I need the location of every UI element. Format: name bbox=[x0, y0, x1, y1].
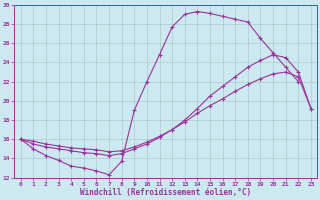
X-axis label: Windchill (Refroidissement éolien,°C): Windchill (Refroidissement éolien,°C) bbox=[80, 188, 252, 197]
